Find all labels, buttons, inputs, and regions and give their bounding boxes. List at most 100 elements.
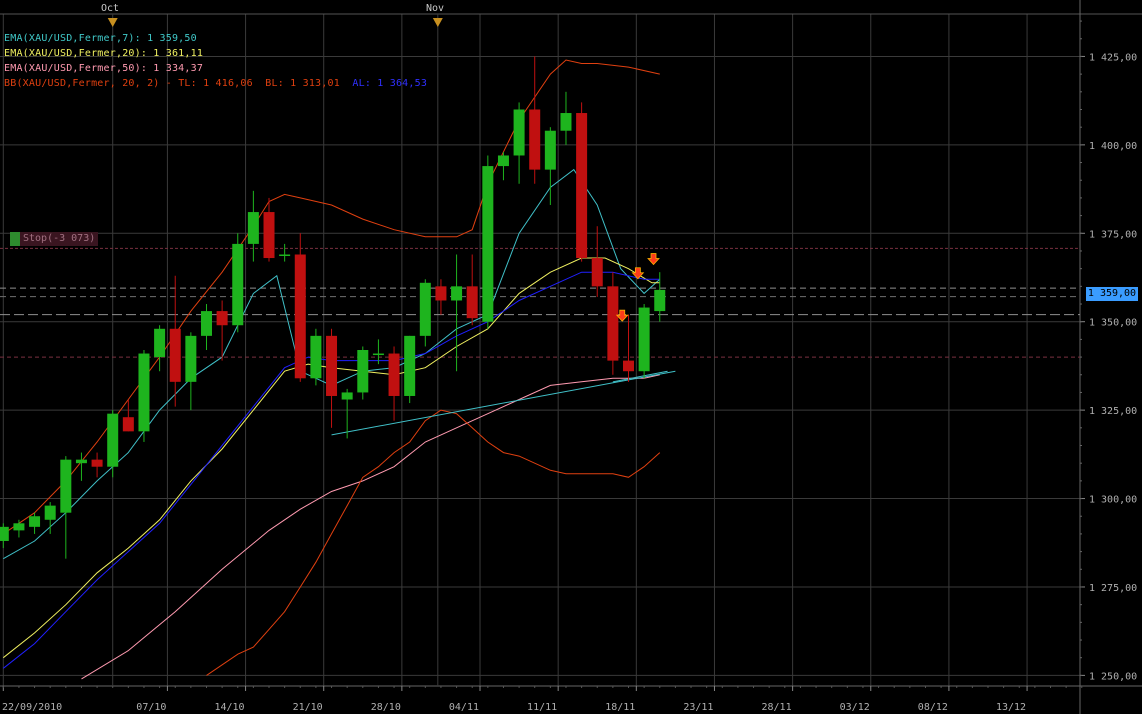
- candle-body: [544, 130, 556, 170]
- stop-handle-icon[interactable]: [10, 232, 20, 246]
- candle: [310, 328, 322, 386]
- indicator-line-ema50: [81, 374, 660, 680]
- candle: [576, 102, 588, 262]
- sell-signal-arrow-icon: [631, 267, 645, 280]
- month-marker-triangle: [432, 18, 443, 27]
- sell-signal-arrow-icon: [615, 309, 629, 322]
- trendline: [612, 370, 668, 383]
- legend-bb-tl: TL: 1 416,06: [178, 78, 253, 89]
- candle-body: [654, 289, 666, 312]
- candle: [91, 452, 103, 478]
- x-tick-label: 23/11: [683, 702, 713, 713]
- candle-body: [29, 516, 41, 527]
- candle: [0, 523, 9, 549]
- candle-body: [591, 258, 603, 287]
- candle: [341, 388, 353, 439]
- legend-ema20: EMA(XAU/USD,Fermer,20): 1 361,11: [4, 48, 204, 59]
- candle-body: [154, 328, 166, 358]
- candle-body: [497, 155, 509, 167]
- legend-bb-prefix: BB(XAU/USD,Fermer, 20, 2) -: [4, 78, 179, 89]
- trendline: [331, 370, 676, 436]
- x-tick-label: 11/11: [527, 702, 557, 713]
- candle: [638, 304, 650, 379]
- x-tick-label: 22/09/2010: [2, 702, 62, 713]
- candle: [654, 272, 666, 322]
- candle: [466, 254, 478, 326]
- candle: [200, 304, 212, 350]
- candle: [435, 279, 447, 315]
- legend-ema50: EMA(XAU/USD,Fermer,50): 1 334,37: [4, 63, 204, 74]
- candle-body: [279, 254, 291, 257]
- candle-body: [326, 335, 338, 396]
- y-tick-label: 1 250,00: [1089, 671, 1137, 682]
- candle: [529, 56, 541, 184]
- candle-body: [404, 335, 416, 396]
- candle-body: [91, 459, 103, 467]
- candle: [482, 155, 494, 329]
- candle-body: [44, 505, 56, 520]
- legend-bb: BB(XAU/USD,Fermer, 20, 2) - TL: 1 416,06…: [4, 76, 427, 91]
- month-marker-triangle: [107, 18, 118, 27]
- candle: [138, 350, 150, 442]
- candle: [497, 151, 509, 181]
- candle: [388, 346, 400, 421]
- candle-body: [247, 212, 259, 244]
- candle-body: [169, 328, 181, 382]
- x-tick-label: 28/10: [371, 702, 401, 713]
- candle-body: [107, 413, 119, 467]
- indicator-line-bb_lower: [206, 409, 661, 676]
- indicator-legend: EMA(XAU/USD,Fermer,7): 1 359,50 EMA(XAU/…: [4, 31, 427, 91]
- y-tick-label: 1 375,00: [1089, 229, 1137, 240]
- candle-body: [607, 286, 619, 361]
- candle: [326, 328, 338, 428]
- x-tick-label: 08/12: [918, 702, 948, 713]
- month-marker-nov: Nov: [426, 3, 445, 14]
- legend-ema7: EMA(XAU/USD,Fermer,7): 1 359,50: [4, 33, 197, 44]
- candle-body: [529, 109, 541, 170]
- candle: [169, 275, 181, 407]
- candle: [451, 254, 463, 372]
- candle: [591, 226, 603, 297]
- x-tick-label: 03/12: [840, 702, 870, 713]
- y-tick-label: 1 400,00: [1089, 141, 1137, 152]
- x-tick-label: 14/10: [214, 702, 244, 713]
- candle: [294, 233, 306, 382]
- candle-body: [560, 113, 572, 131]
- candle: [247, 190, 259, 262]
- candle-body: [138, 353, 150, 432]
- y-tick-label: 1 350,00: [1089, 318, 1137, 329]
- candle-body: [122, 417, 134, 432]
- candle-body: [0, 526, 9, 541]
- candle: [232, 233, 244, 333]
- candle-body: [357, 350, 369, 393]
- candle: [75, 452, 87, 481]
- candle-body: [482, 166, 494, 322]
- candle: [263, 197, 275, 262]
- legend-bb-bl: BL: 1 313,01: [265, 78, 340, 89]
- month-marker-oct: Oct: [101, 3, 120, 14]
- candle-body: [638, 307, 650, 372]
- candle-body: [185, 335, 197, 382]
- candle-body: [623, 360, 634, 372]
- candle: [404, 335, 416, 404]
- candle-body: [216, 311, 228, 326]
- candle-body: [60, 459, 72, 513]
- x-tick-label: 04/11: [449, 702, 479, 713]
- candle: [623, 314, 634, 382]
- candle-body: [200, 311, 212, 336]
- candle: [607, 272, 619, 375]
- candle: [107, 410, 119, 478]
- candle-body: [294, 254, 306, 379]
- candle: [560, 91, 572, 145]
- stop-order-tag[interactable]: Stop(-3 073): [10, 232, 99, 246]
- candle: [419, 279, 431, 347]
- candle-body: [513, 109, 525, 156]
- y-tick-label: 1 300,00: [1089, 495, 1137, 506]
- candle-body: [263, 212, 275, 259]
- candle: [279, 243, 291, 262]
- candle: [544, 127, 556, 205]
- x-tick-label: 18/11: [605, 702, 635, 713]
- candle: [13, 519, 25, 538]
- candle: [60, 456, 72, 559]
